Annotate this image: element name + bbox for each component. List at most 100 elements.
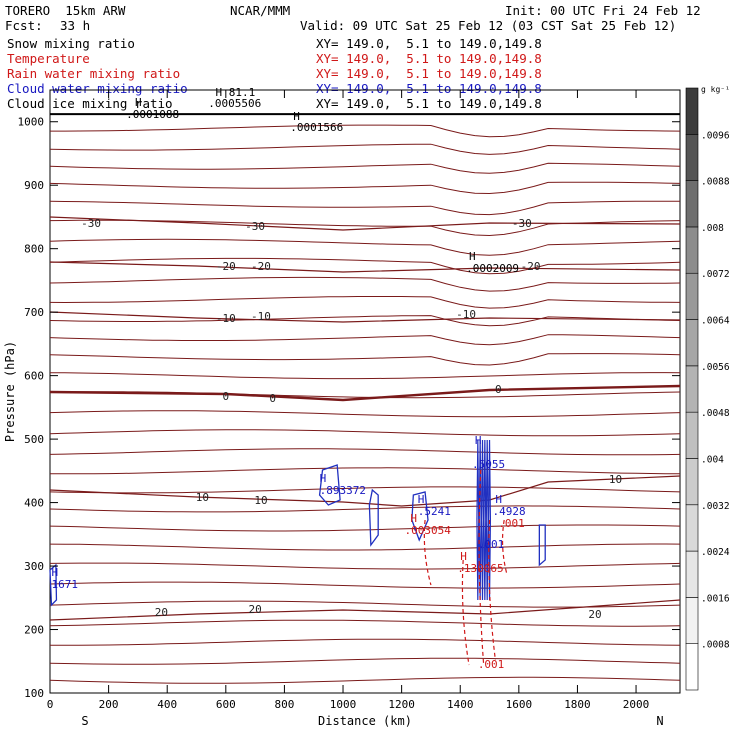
colorbar-label: .0024 xyxy=(701,547,730,558)
field-max-label: .001 xyxy=(478,658,505,671)
x-tick-label: 600 xyxy=(216,698,236,711)
legend-field-name: Temperature xyxy=(7,51,90,66)
contour-label: 10 xyxy=(609,473,622,486)
contour-label: 20 xyxy=(248,603,261,616)
y-tick-label: 200 xyxy=(24,624,44,637)
field-max-label: .003054 xyxy=(405,524,452,537)
cloud-water-contour-3 xyxy=(538,524,546,567)
forecast-label: Fcst: xyxy=(5,18,43,33)
cloud-water-core-4 xyxy=(485,439,489,601)
colorbar-cell xyxy=(685,597,699,644)
colorbar-label: .008 xyxy=(701,223,724,234)
cloud-water-core-0 xyxy=(476,439,480,601)
init-time: Init: 00 UTC Fri 24 Feb 12 xyxy=(505,3,701,18)
colorbar-cell xyxy=(685,319,699,367)
field-max-label: H xyxy=(418,493,425,506)
temperature-contour-3 xyxy=(49,384,681,402)
colorbar-label: .0016 xyxy=(701,593,730,604)
isoline-3 xyxy=(49,619,681,627)
field-max-label: H xyxy=(293,110,300,123)
legend-field-name: Rain water mixing ratio xyxy=(7,66,181,81)
legend-xy-range: XY= 149.0, 5.1 to 149.0,149.8 xyxy=(316,66,542,81)
field-max-label: H xyxy=(469,250,476,263)
rain-water-contour-1 xyxy=(478,469,485,666)
y-tick-label: 700 xyxy=(24,306,44,319)
rain-water-contour-0 xyxy=(461,559,470,666)
contour-label: 0 xyxy=(495,383,502,396)
cloud-water-core-2 xyxy=(481,439,484,601)
colorbar-label: .004 xyxy=(701,454,724,465)
field-max-label: .4928 xyxy=(492,505,525,518)
isoline-26 xyxy=(49,181,681,195)
field-max-label: H xyxy=(320,472,327,485)
cloud-water-contour-1 xyxy=(368,488,379,547)
x-tick-label: 1400 xyxy=(447,698,474,711)
colorbar-label: .0064 xyxy=(701,316,730,327)
colorbar-label: .0032 xyxy=(701,501,730,512)
isoline-11 xyxy=(50,467,681,475)
y-tick-label: 600 xyxy=(24,370,44,383)
isoline-28 xyxy=(49,143,681,155)
isoline-9 xyxy=(49,505,681,513)
x-tick-label: 0 xyxy=(47,698,54,711)
y-tick-label: 500 xyxy=(24,433,44,446)
y-tick-label: 300 xyxy=(24,560,44,573)
x-tick-label: 2000 xyxy=(623,698,650,711)
colorbar-label: .0008 xyxy=(701,640,730,651)
colorbar-unit: g kg⁻¹ xyxy=(701,85,730,94)
colorbar-cell xyxy=(685,550,699,598)
colorbar-label: .0048 xyxy=(701,408,730,419)
y-tick-label: 800 xyxy=(24,243,44,256)
legend-xy-range: XY= 149.0, 5.1 to 149.0,149.8 xyxy=(316,81,542,96)
temperature-contour-1 xyxy=(49,261,681,273)
contour-label: 10 xyxy=(254,494,267,507)
isoline-19 xyxy=(49,315,681,327)
field-max-label: 1671 xyxy=(51,578,78,591)
legend-field-name: Snow mixing ratio xyxy=(7,36,135,51)
x-axis-title: Distance (km) xyxy=(318,714,412,728)
isoline-16 xyxy=(49,372,681,380)
rain-water-contour-4 xyxy=(501,519,508,576)
isoline-7 xyxy=(49,543,681,551)
cloud-water-contour-4 xyxy=(49,563,58,607)
cloud-water-contour-0 xyxy=(318,464,341,506)
isoline-4 xyxy=(49,600,681,608)
isoline-20 xyxy=(49,296,681,309)
field-max-label: H xyxy=(475,434,482,447)
contour-label: 20 xyxy=(588,608,601,621)
y-tick-label: 100 xyxy=(24,687,44,700)
isoline-2 xyxy=(50,638,681,646)
temperature-contour-5 xyxy=(49,599,681,621)
contour-label: -30 xyxy=(512,217,532,230)
field-max-label: H xyxy=(460,550,467,563)
contour-label: -30 xyxy=(245,220,265,233)
legend-xy-range: XY= 149.0, 5.1 to 149.0,149.8 xyxy=(316,51,542,66)
temperature-contour-0 xyxy=(49,216,681,231)
colorbar-cell xyxy=(685,272,699,320)
colorbar-label: .0056 xyxy=(701,362,730,373)
forecast-hour: 33 h xyxy=(60,18,91,33)
field-max-label: .5241 xyxy=(418,505,451,518)
legend-xy-range: XY= 149.0, 5.1 to 149.0,149.8 xyxy=(316,36,542,51)
field-max-label: H xyxy=(135,96,142,109)
isoline-24 xyxy=(49,219,681,237)
x-tick-label: 800 xyxy=(274,698,294,711)
isoline-6 xyxy=(49,562,681,570)
contour-label: -10 xyxy=(456,308,476,321)
valid-time: Valid: 09 UTC Sat 25 Feb 12 (03 CST Sat … xyxy=(300,18,677,33)
contour-label: 0 xyxy=(269,392,276,405)
colorbar-cell xyxy=(685,365,699,413)
field-max-label: .0005506 xyxy=(208,97,261,110)
field-max-label: .0002009 xyxy=(466,262,519,275)
isoline-22 xyxy=(49,257,681,275)
colorbar-label: .0088 xyxy=(701,177,730,188)
isoline-23 xyxy=(49,238,681,256)
colorbar-cell xyxy=(685,87,699,135)
field-max-label: .0001088 xyxy=(126,108,179,121)
contour-label: -20 xyxy=(251,260,271,273)
field-max-label: .5055 xyxy=(472,458,505,471)
field-max-label: .893372 xyxy=(320,484,366,497)
isoline-17 xyxy=(49,353,681,366)
field-max-label: .0001566 xyxy=(290,121,343,134)
